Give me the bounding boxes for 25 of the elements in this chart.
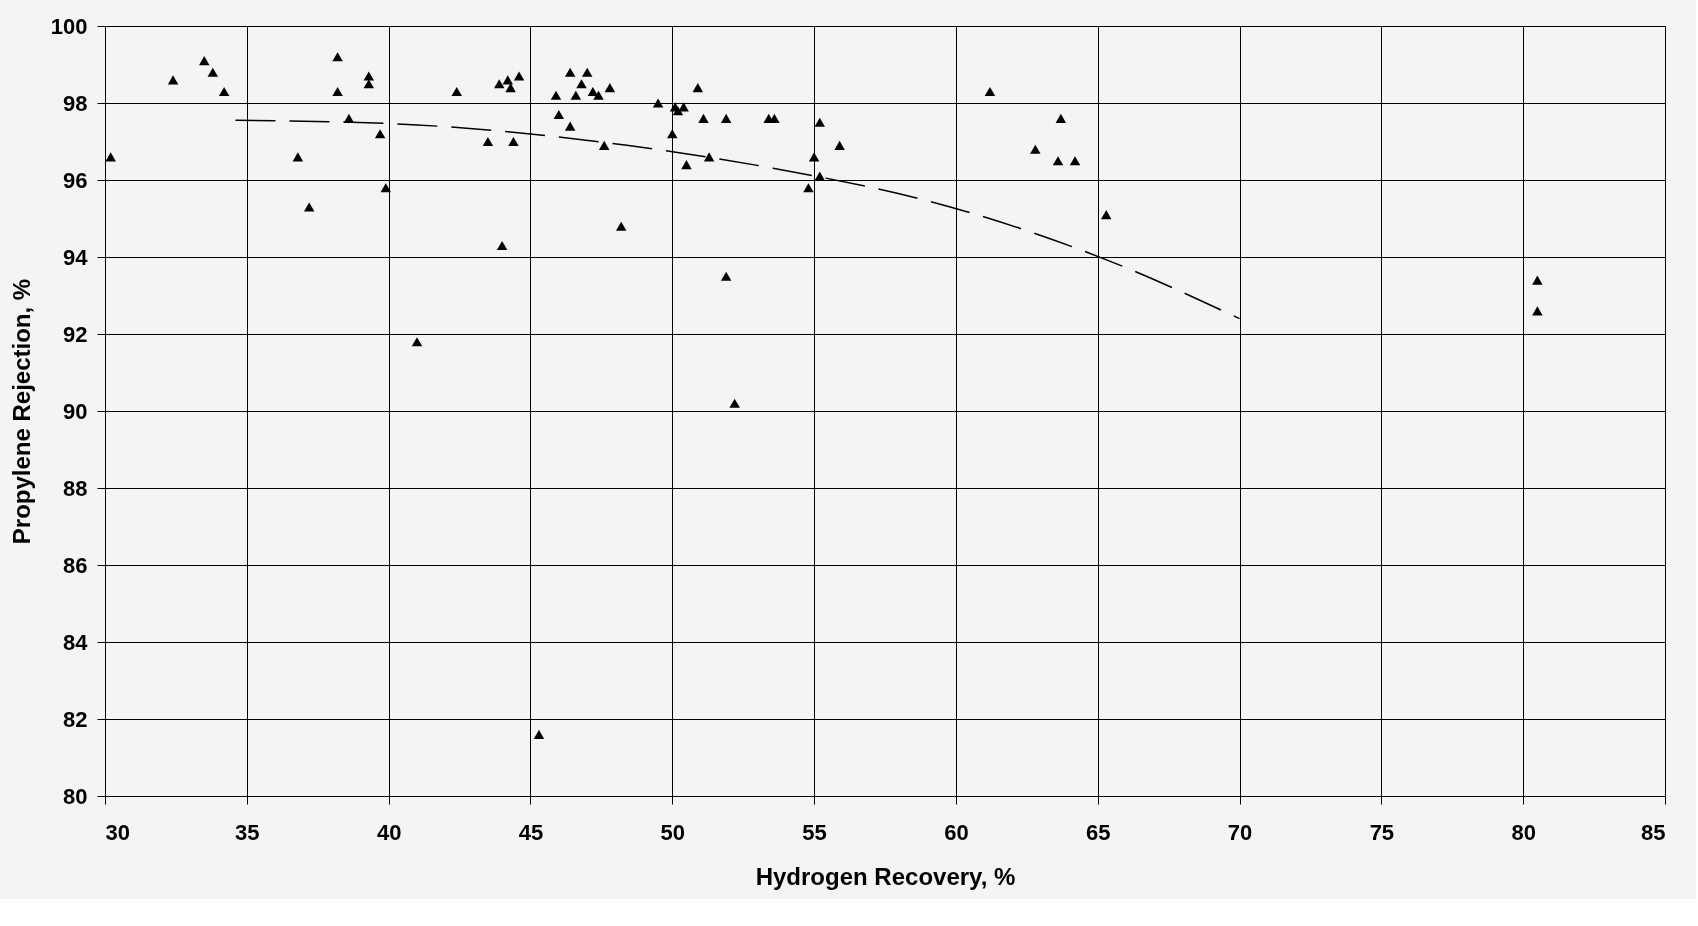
x-tick-label: 65 — [1085, 819, 1111, 845]
y-tick-label: 90 — [63, 398, 88, 424]
x-tick-label: 35 — [235, 819, 260, 845]
y-tick-label: 94 — [63, 244, 89, 270]
y-tick-label: 80 — [63, 783, 88, 809]
y-tick-label: 92 — [63, 321, 88, 347]
y-tick-label: 86 — [63, 552, 88, 578]
x-tick-label: 45 — [518, 819, 544, 845]
y-tick-label: 96 — [63, 167, 88, 193]
y-tick-label: 88 — [63, 475, 88, 501]
x-tick-label: 80 — [1511, 819, 1536, 845]
x-axis-title: Hydrogen Recovery, % — [755, 862, 1016, 890]
y-axis-title: Propylene Rejection, % — [7, 278, 35, 545]
x-tick-label: 85 — [1641, 819, 1666, 845]
x-tick-label: 75 — [1369, 819, 1395, 845]
x-tick-label: 40 — [376, 819, 402, 845]
x-tick-label: 55 — [802, 819, 827, 845]
y-tick-label: 100 — [50, 13, 88, 39]
x-tick-label: 60 — [944, 819, 969, 845]
y-tick-label: 82 — [63, 706, 88, 732]
y-tick-label: 84 — [63, 629, 89, 655]
x-tick-label: 50 — [660, 819, 686, 845]
x-tick-label: 30 — [105, 819, 130, 845]
y-tick-label: 98 — [63, 90, 88, 116]
x-tick-label: 70 — [1227, 819, 1253, 845]
